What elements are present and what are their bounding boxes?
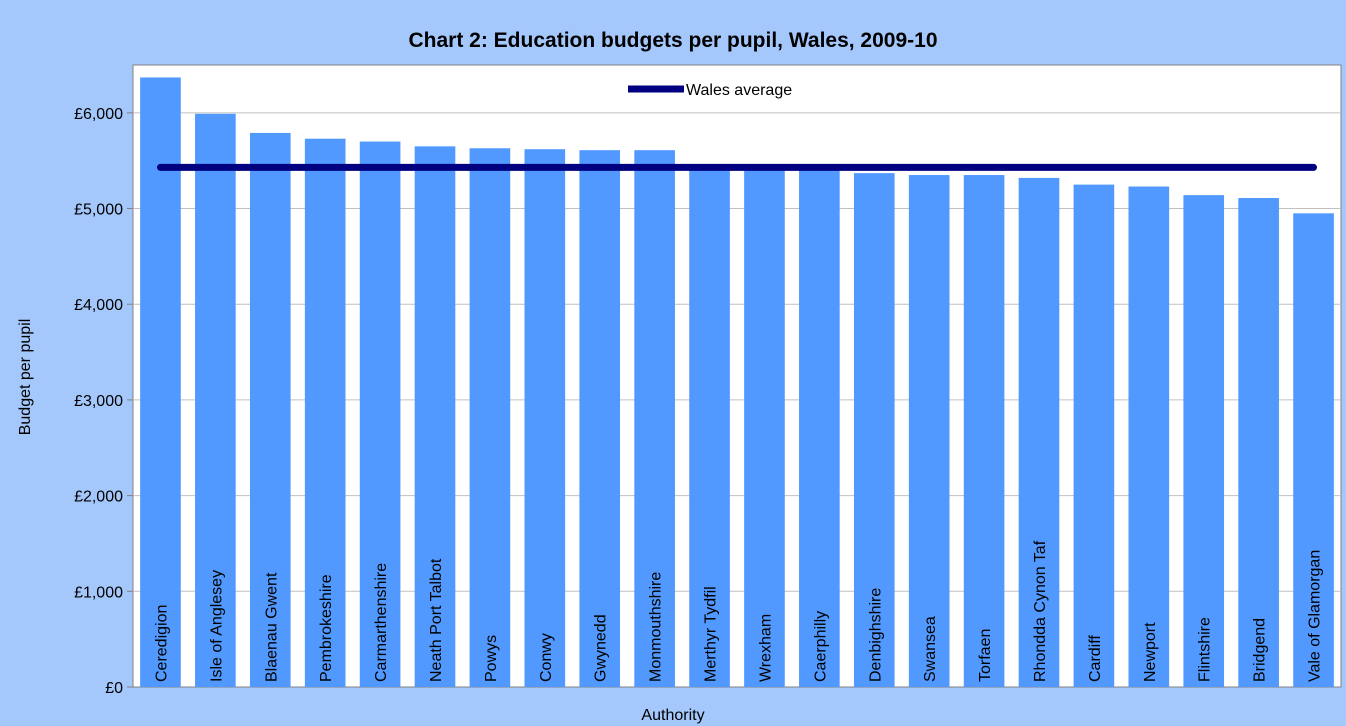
y-axis-label: Budget per pupil: [17, 319, 34, 436]
category-label: Caerphilly: [812, 611, 829, 682]
bar: [359, 141, 401, 688]
chart-title: Chart 2: Education budgets per pupil, Wa…: [409, 29, 938, 52]
bar: [524, 149, 566, 687]
legend: Wales average: [628, 82, 792, 99]
category-label: Rhondda Cynon Taf: [1032, 540, 1049, 682]
y-tick-label: £5,000: [74, 202, 123, 219]
bars: [140, 77, 1334, 688]
bar: [1183, 195, 1225, 687]
bar: [249, 132, 291, 688]
bar: [963, 175, 1005, 688]
category-label: Cardiff: [1087, 635, 1104, 682]
category-labels: Ceredigion Isle of Anglesey Blaenau Gwent P…: [153, 540, 1323, 682]
y-tick-label: £2,000: [74, 489, 123, 506]
bar: [634, 150, 675, 688]
category-label: Bridgend: [1252, 618, 1269, 682]
legend-label: Wales average: [686, 82, 792, 99]
category-label: Monmouthshire: [648, 572, 665, 682]
category-label: Pembrokeshire: [318, 574, 335, 682]
category-label: Vale of Glamorgan: [1307, 550, 1324, 682]
bar: [195, 113, 236, 687]
category-label: Ceredigion: [153, 605, 170, 682]
bar: [1073, 184, 1115, 687]
category-label: Denbighshire: [867, 588, 884, 682]
bar: [304, 138, 346, 687]
bar: [579, 150, 621, 688]
category-label: Gwynedd: [593, 614, 610, 682]
bar: [689, 167, 730, 688]
category-label: Blaenau Gwent: [263, 572, 280, 682]
bar: [1238, 198, 1279, 687]
bar: [414, 146, 456, 688]
bar: [140, 77, 181, 687]
bar: [1128, 186, 1170, 687]
y-tick-label: £4,000: [74, 297, 123, 314]
category-label: Neath Port Talbot: [428, 558, 445, 682]
category-label: Wrexham: [757, 614, 774, 682]
y-tick-label: £0: [105, 680, 123, 697]
category-label: Isle of Anglesey: [208, 570, 225, 682]
category-label: Torfaen: [977, 629, 994, 682]
category-label: Conwy: [538, 633, 555, 682]
bar: [853, 173, 895, 687]
category-label: Newport: [1142, 622, 1159, 682]
category-label: Carmarthenshire: [373, 563, 390, 682]
bar: [908, 175, 950, 688]
x-axis-label: Authority: [641, 707, 704, 724]
bar: [469, 148, 511, 687]
y-axis-ticks: £0 £1,000 £2,000 £3,000 £4,000 £5,000 £6,000: [74, 106, 133, 697]
category-label: Powys: [483, 635, 500, 682]
y-tick-label: £1,000: [74, 584, 123, 601]
category-label: Swansea: [922, 616, 939, 682]
y-tick-label: £6,000: [74, 106, 123, 123]
bar: [799, 169, 840, 687]
bar: [744, 168, 785, 688]
category-label: Merthyr Tydfil: [703, 586, 720, 682]
bar: [1018, 177, 1060, 687]
y-tick-label: £3,000: [74, 393, 123, 410]
bar: [1293, 213, 1334, 688]
category-label: Flintshire: [1197, 617, 1214, 682]
